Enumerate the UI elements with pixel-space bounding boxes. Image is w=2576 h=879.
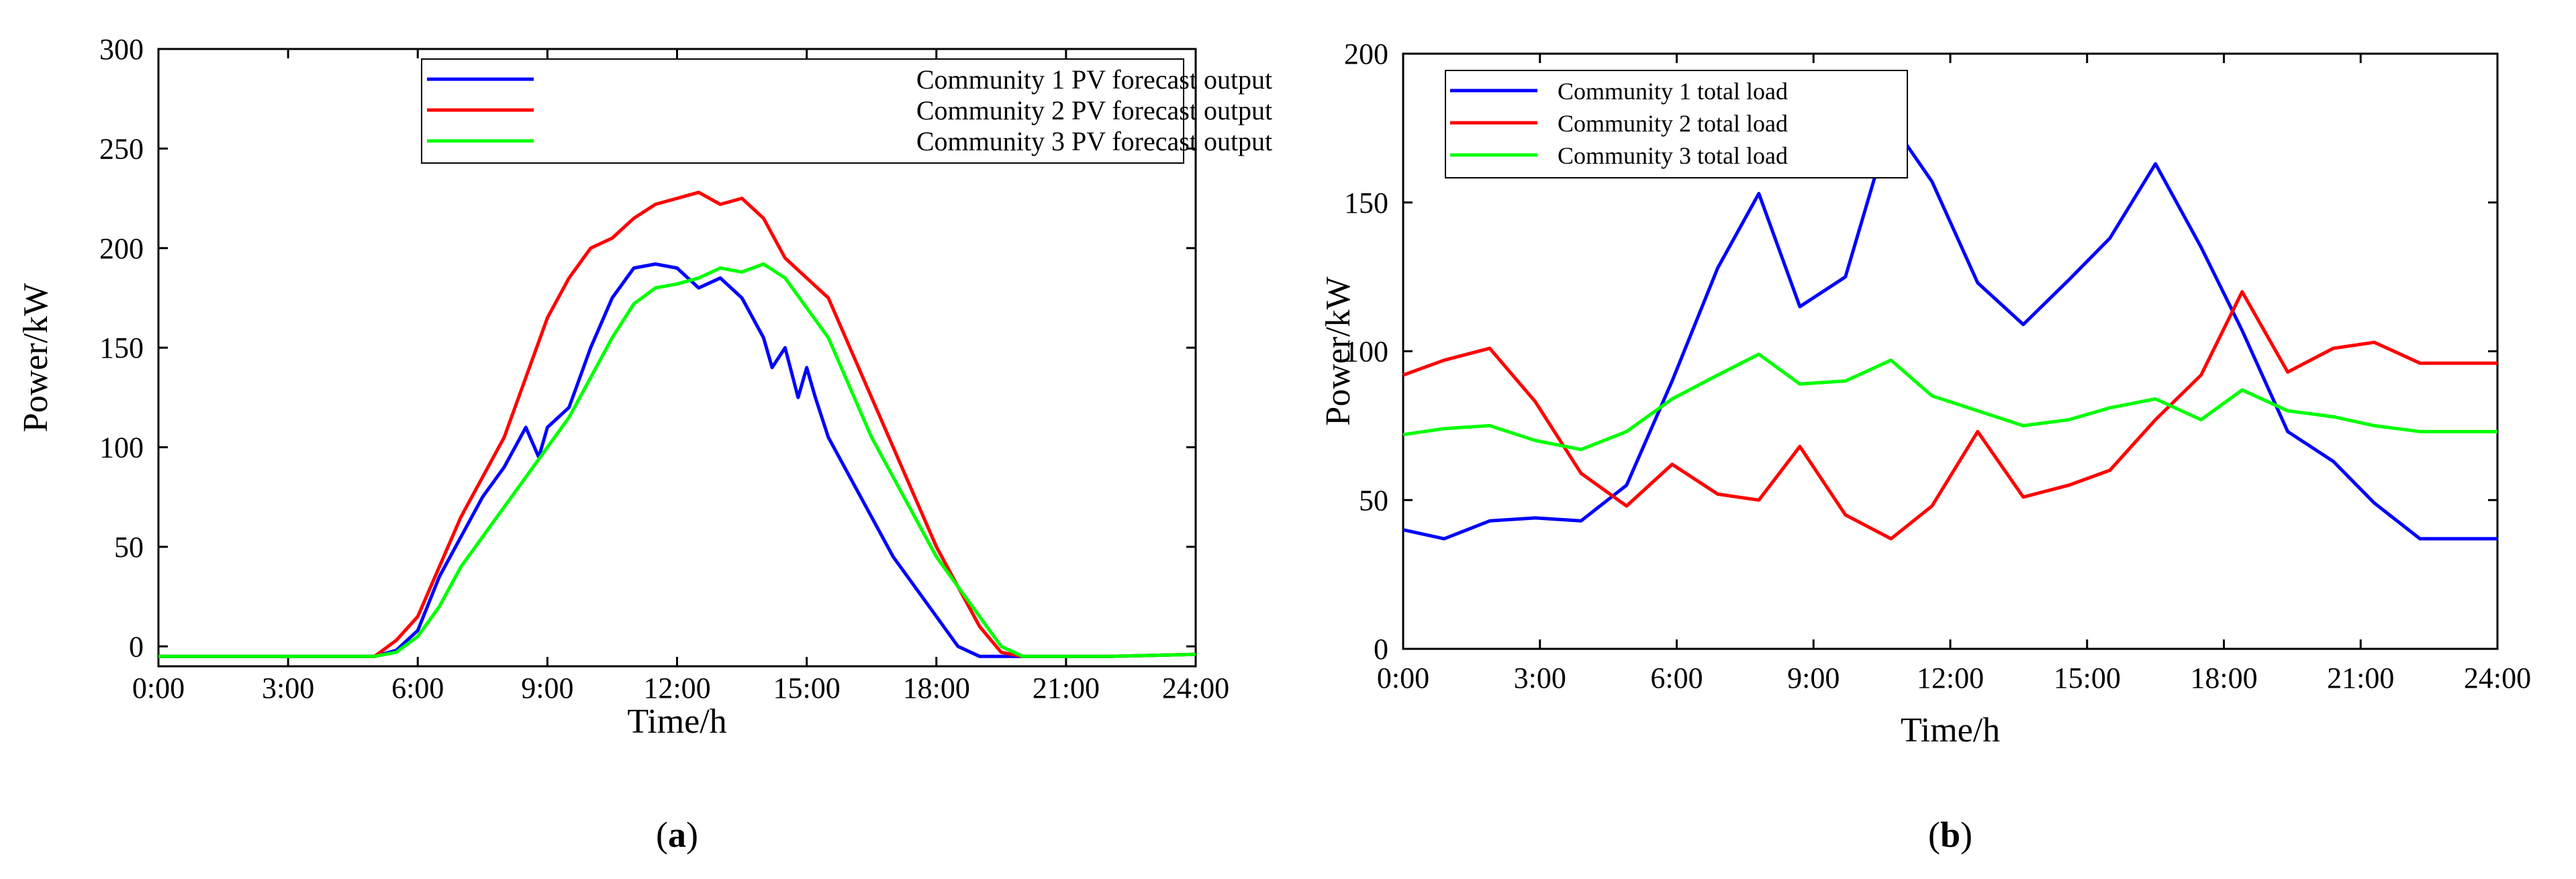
panel-label: (b) — [1928, 815, 1972, 855]
y-tick-label: 100 — [1344, 335, 1388, 368]
chart-panel-b: 0:00 3:00 6:00 9:00 12:00 15:00 18:00 21:00 24:0… — [1319, 38, 2531, 855]
x-tick-label: 24:00 — [1162, 672, 1229, 705]
legend-label-community-3: Community 3 total load — [1558, 142, 1788, 169]
legend-label-community-1: Community 1 PV forecast output — [916, 64, 1272, 95]
y-tick-label: 300 — [99, 33, 144, 66]
series-line-community-2 — [1402, 290, 2497, 541]
y-tick-label: 100 — [99, 431, 144, 464]
series-line-community-1 — [158, 262, 1196, 658]
x-tick-label: 15:00 — [773, 672, 841, 705]
x-axis-title: Time/h — [1901, 711, 2000, 749]
x-axis-title: Time/h — [627, 703, 726, 741]
x-tick-label: 21:00 — [2327, 662, 2394, 694]
y-axis-title: Power/kW — [17, 283, 55, 432]
x-tick-label: 24:00 — [2464, 662, 2531, 694]
y-tick-label: 150 — [99, 331, 144, 364]
legend-label-community-1: Community 1 total load — [1558, 78, 1788, 105]
x-tick-label: 6:00 — [391, 672, 444, 705]
x-tick-label: 6:00 — [1650, 662, 1703, 694]
y-tick-label: 0 — [1374, 633, 1388, 666]
series-line-community-2 — [158, 191, 1196, 658]
y-tick-label: 0 — [129, 630, 144, 663]
x-tick-label: 15:00 — [2054, 662, 2121, 694]
legend-box — [421, 58, 1184, 164]
series-line-community-3 — [1402, 352, 2497, 452]
series-line-community-3 — [158, 262, 1196, 658]
x-tick-label: 12:00 — [643, 672, 710, 705]
x-tick-label: 12:00 — [1917, 662, 1984, 694]
y-tick-label: 200 — [99, 232, 144, 265]
y-axis-title: Power/kW — [1319, 276, 1357, 425]
legend-label-community-2: Community 2 total load — [1558, 110, 1788, 137]
x-tick-label: 9:00 — [521, 672, 573, 705]
y-tick-label: 50 — [1359, 484, 1388, 517]
x-tick-label: 0:00 — [1377, 662, 1429, 694]
x-tick-label: 3:00 — [262, 672, 314, 705]
y-tick-label: 150 — [1344, 187, 1388, 219]
x-tick-label: 9:00 — [1787, 662, 1840, 694]
panel-label: (a) — [656, 815, 698, 855]
x-tick-label: 18:00 — [2190, 662, 2257, 694]
y-tick-label: 200 — [1344, 38, 1388, 70]
series-line-community-1 — [1402, 120, 2497, 541]
legend-label-community-2: Community 2 PV forecast output — [916, 95, 1272, 125]
legend-label-community-3: Community 3 PV forecast output — [916, 126, 1272, 156]
y-tick-label: 250 — [99, 132, 144, 165]
x-tick-label: 18:00 — [903, 672, 970, 705]
chart-panel-a: 0:00 3:00 6:00 9:00 12:00 15:00 18:00 21:00 24:0… — [17, 33, 1272, 855]
x-tick-label: 21:00 — [1033, 672, 1100, 705]
x-tick-label: 0:00 — [132, 672, 185, 705]
y-tick-label: 50 — [114, 531, 144, 564]
x-tick-label: 3:00 — [1514, 662, 1566, 694]
